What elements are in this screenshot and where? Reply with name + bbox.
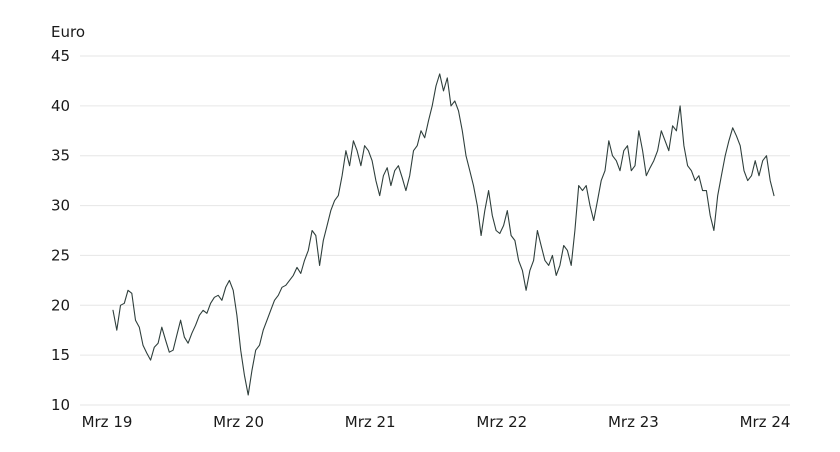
- y-tick-label: 10: [51, 396, 70, 414]
- y-tick-label: 45: [51, 47, 70, 65]
- y-tick-label: 15: [51, 346, 70, 364]
- x-axis-ticks: Mrz 19 Mrz 20 Mrz 21 Mrz 22 Mrz 23 Mrz 24: [82, 413, 791, 431]
- x-tick-label: Mrz 22: [476, 413, 527, 431]
- y-tick-label: 40: [51, 97, 70, 115]
- y-tick-label: 25: [51, 246, 70, 264]
- y-axis-ticks: 10 15 20 25 30 35 40 45: [51, 47, 70, 414]
- y-tick-label: 35: [51, 147, 70, 165]
- x-tick-label: Mrz 21: [345, 413, 396, 431]
- y-tick-label: 20: [51, 296, 70, 314]
- y-tick-label: 30: [51, 197, 70, 215]
- x-tick-label: Mrz 20: [213, 413, 264, 431]
- x-tick-label: Mrz 19: [82, 413, 133, 431]
- x-tick-label: Mrz 24: [740, 413, 791, 431]
- y-axis-title: Euro: [51, 23, 85, 41]
- price-line: [112, 73, 775, 396]
- gridlines: [80, 55, 790, 406]
- x-tick-label: Mrz 23: [608, 413, 659, 431]
